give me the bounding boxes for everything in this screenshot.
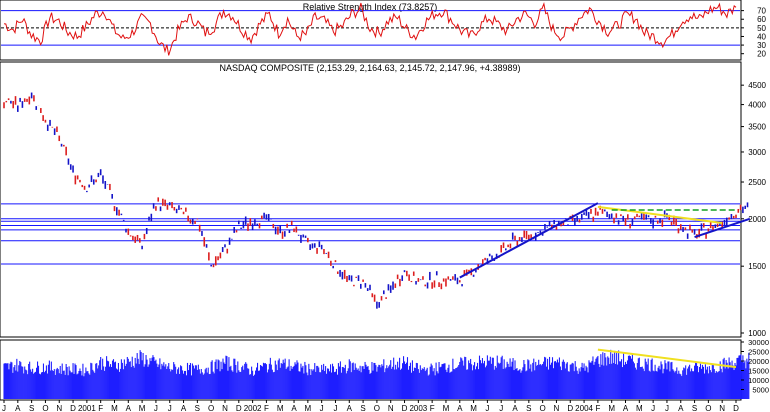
x-tick-label: J: [320, 404, 324, 412]
x-tick-label: 2002: [244, 404, 262, 412]
x-tick-label: F: [264, 404, 269, 412]
x-tick-label: A: [181, 404, 187, 412]
volume-tick-label: 5000: [752, 386, 769, 395]
rsi-tick-label: 60: [757, 15, 766, 24]
x-tick-label: A: [457, 404, 463, 412]
x-tick-label: M: [305, 404, 312, 412]
x-tick-label: O: [208, 404, 214, 412]
price-panel-frame: [0, 61, 742, 338]
support-resistance-lines: [1, 203, 740, 265]
volume-tick-label: 25000: [748, 348, 769, 357]
x-tick-label: M: [470, 404, 477, 412]
price-tick-label: 1000: [748, 329, 766, 338]
rsi-reference-lines: [1, 10, 740, 46]
x-tick-label: J: [485, 404, 489, 412]
rsi-tick-label: 50: [757, 24, 766, 33]
x-tick-label: N: [222, 404, 228, 412]
x-tick-label: D: [567, 404, 573, 412]
price-panel: NASDAQ COMPOSITE (2,153.29, 2,164.63, 2,…: [0, 61, 767, 338]
rsi-tick-label: 30: [757, 41, 766, 50]
x-tick-label: M: [636, 404, 643, 412]
x-tick-label: N: [56, 404, 62, 412]
resistance-line: [597, 205, 723, 224]
rsi-line: [3, 1, 737, 56]
x-tick-label: M: [608, 404, 615, 412]
rsi-tick-label: 40: [757, 32, 766, 41]
x-tick-label: S: [29, 404, 34, 412]
price-tick-label: 1500: [748, 262, 766, 271]
x-tick-label: 2004: [575, 404, 593, 412]
x-axis: J A S O N D 2001 F M A M J J A S O N D 2002 F M A M J J A S O N D 2003…: [2, 400, 739, 412]
x-tick-label: N: [719, 404, 725, 412]
price-bars: [3, 92, 749, 309]
rsi-tick-label: 70: [757, 7, 766, 16]
x-tick-label: D: [236, 404, 242, 412]
volume-tick-label: 30000: [748, 338, 769, 347]
rsi-panel-frame: [0, 0, 742, 61]
x-tick-label: J: [168, 404, 172, 412]
trend-line: [694, 217, 751, 239]
trend-line: [459, 202, 599, 279]
x-tick-label: N: [388, 404, 394, 412]
x-tick-label: S: [692, 404, 697, 412]
price-axis-ticks: 4500 4000 3500 3000 2500 2000 1500 1000: [741, 81, 767, 338]
x-tick-label: S: [360, 404, 365, 412]
x-tick-label: J: [333, 404, 337, 412]
price-title: NASDAQ COMPOSITE (2,153.29, 2,164.63, 2,…: [220, 63, 521, 73]
x-tick-label: J: [2, 404, 6, 412]
price-tick-label: 2000: [748, 215, 766, 224]
x-tick-label: 2003: [409, 404, 427, 412]
x-tick-label: A: [126, 404, 132, 412]
x-tick-label: A: [291, 404, 297, 412]
price-tick-label: 2500: [748, 178, 766, 187]
x-tick-label: O: [42, 404, 48, 412]
x-tick-label: J: [651, 404, 655, 412]
x-tick-label: S: [526, 404, 531, 412]
volume-trend-line: [597, 348, 737, 369]
x-tick-label: D: [70, 404, 76, 412]
x-tick-label: M: [277, 404, 284, 412]
x-tick-label: F: [595, 404, 600, 412]
x-tick-label: J: [499, 404, 503, 412]
x-tick-label: O: [374, 404, 380, 412]
x-tick-label: F: [430, 404, 435, 412]
x-tick-label: D: [733, 404, 739, 412]
x-tick-label: M: [139, 404, 146, 412]
x-tick-label: O: [540, 404, 546, 412]
x-tick-label: O: [705, 404, 711, 412]
x-tick-label: J: [665, 404, 669, 412]
price-tick-label: 3500: [748, 123, 766, 132]
volume-bars: [3, 349, 750, 399]
x-tick-label: F: [98, 404, 103, 412]
trend-lines: [459, 202, 751, 279]
rsi-tick-label: 20: [757, 50, 766, 59]
rsi-panel: Relative Strength Index (73.8257) 706050…: [0, 0, 767, 61]
volume-tick-label: 15000: [748, 367, 769, 376]
x-tick-label: 2001: [78, 404, 96, 412]
x-tick-label: A: [512, 404, 518, 412]
price-tick-label: 4500: [748, 81, 766, 90]
x-tick-label: A: [678, 404, 684, 412]
volume-tick-label: 10000: [748, 376, 769, 385]
price-tick-label: 4000: [748, 101, 766, 110]
x-tick-label: M: [111, 404, 118, 412]
volume-tick-label: 20000: [748, 357, 769, 366]
x-tick-label: S: [195, 404, 200, 412]
x-tick-label: A: [15, 404, 21, 412]
rsi-title: Relative Strength Index (73.8257): [303, 2, 438, 12]
x-tick-label: A: [623, 404, 629, 412]
price-tick-label: 3000: [748, 148, 766, 157]
x-tick-label: J: [154, 404, 158, 412]
x-tick-label: M: [443, 404, 450, 412]
x-tick-label: N: [554, 404, 560, 412]
x-tick-label: A: [347, 404, 353, 412]
x-tick-label: D: [402, 404, 408, 412]
